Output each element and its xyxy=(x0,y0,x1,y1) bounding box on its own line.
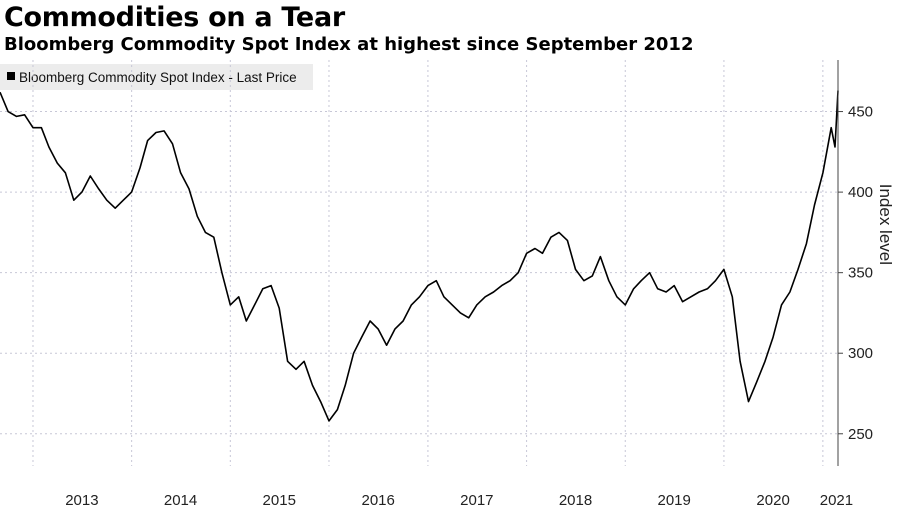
x-tick-label: 2021 xyxy=(820,492,853,509)
y-axis-ticks: 250 300 350 400 450 xyxy=(838,104,873,443)
legend-box xyxy=(0,64,313,90)
x-tick-label: 2015 xyxy=(263,492,296,509)
x-tick-label: 2016 xyxy=(361,492,394,509)
y-tick-label: 450 xyxy=(848,104,873,121)
y-tick-label: 350 xyxy=(848,265,873,282)
x-axis-ticks: 2013 2014 2015 2016 2017 2018 2019 2020 2021 xyxy=(65,492,853,509)
y-tick-label: 400 xyxy=(848,184,873,201)
legend-swatch xyxy=(7,72,15,80)
chart-title: Commodities on a Tear xyxy=(4,2,345,33)
y-tick-label: 300 xyxy=(848,345,873,362)
gridlines xyxy=(0,60,838,466)
y-tick-label: 250 xyxy=(848,426,873,443)
x-tick-label: 2020 xyxy=(756,492,789,509)
chart-subtitle: Bloomberg Commodity Spot Index at highes… xyxy=(4,34,694,55)
legend-label: Bloomberg Commodity Spot Index - Last Pr… xyxy=(19,70,297,85)
x-tick-label: 2017 xyxy=(460,492,493,509)
x-tick-label: 2019 xyxy=(657,492,690,509)
x-tick-label: 2013 xyxy=(65,492,98,509)
y-axis-title: Index level xyxy=(876,184,895,265)
series-line xyxy=(0,90,839,422)
x-tick-label: 2014 xyxy=(164,492,197,509)
x-tick-label: 2018 xyxy=(559,492,592,509)
